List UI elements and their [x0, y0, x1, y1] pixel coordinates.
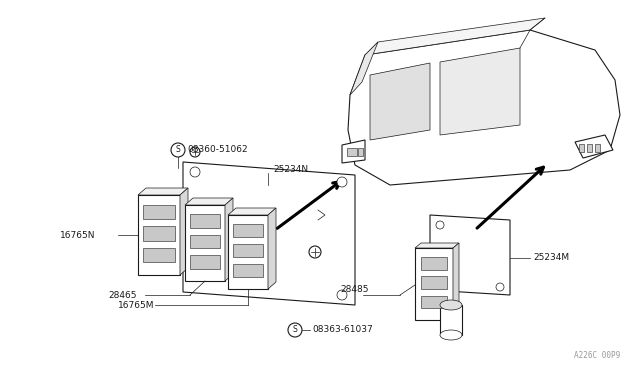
- Circle shape: [288, 323, 302, 337]
- Bar: [190, 214, 220, 228]
- Bar: [358, 148, 363, 156]
- Bar: [420, 295, 447, 308]
- Text: 28465: 28465: [108, 291, 136, 299]
- Bar: [143, 226, 175, 241]
- Polygon shape: [415, 243, 459, 248]
- Polygon shape: [440, 48, 520, 135]
- Circle shape: [190, 147, 200, 157]
- Polygon shape: [225, 198, 233, 281]
- Bar: [185, 205, 225, 281]
- Polygon shape: [575, 135, 613, 158]
- Bar: [233, 264, 263, 277]
- Circle shape: [496, 283, 504, 291]
- Text: 16765N: 16765N: [60, 231, 95, 240]
- Polygon shape: [370, 63, 430, 140]
- Bar: [190, 255, 220, 269]
- Circle shape: [190, 167, 200, 177]
- Bar: [143, 248, 175, 262]
- Circle shape: [309, 246, 321, 258]
- Polygon shape: [185, 198, 233, 205]
- Bar: [420, 257, 447, 270]
- Text: S: S: [292, 326, 298, 334]
- Text: 28485: 28485: [340, 285, 369, 295]
- Bar: [595, 144, 600, 152]
- Bar: [579, 144, 584, 152]
- Bar: [190, 235, 220, 248]
- Text: 08363-61037: 08363-61037: [312, 326, 372, 334]
- Text: 08360-51062: 08360-51062: [187, 145, 248, 154]
- Polygon shape: [228, 208, 276, 215]
- Polygon shape: [348, 30, 620, 185]
- Bar: [587, 144, 592, 152]
- Bar: [143, 205, 175, 219]
- Circle shape: [436, 279, 444, 287]
- Text: 25234N: 25234N: [273, 166, 308, 174]
- Polygon shape: [453, 243, 459, 320]
- Circle shape: [171, 143, 185, 157]
- Ellipse shape: [440, 300, 462, 310]
- Text: A226C 00P9: A226C 00P9: [573, 351, 620, 360]
- Text: 25234M: 25234M: [533, 253, 569, 263]
- Bar: [138, 195, 180, 275]
- Polygon shape: [350, 42, 378, 95]
- Circle shape: [337, 177, 347, 187]
- Bar: [347, 148, 357, 156]
- Bar: [420, 276, 447, 289]
- Polygon shape: [183, 162, 355, 305]
- Polygon shape: [268, 208, 276, 289]
- Polygon shape: [430, 215, 510, 295]
- Bar: [233, 224, 263, 237]
- Bar: [228, 215, 268, 289]
- Bar: [233, 244, 263, 257]
- Bar: [415, 248, 453, 320]
- Circle shape: [255, 235, 265, 245]
- Text: 16765M: 16765M: [118, 301, 154, 310]
- Circle shape: [337, 290, 347, 300]
- Text: S: S: [175, 145, 180, 154]
- Ellipse shape: [440, 330, 462, 340]
- Bar: [440, 305, 462, 335]
- Polygon shape: [138, 188, 188, 195]
- Polygon shape: [342, 140, 365, 163]
- Polygon shape: [180, 188, 188, 275]
- Circle shape: [436, 221, 444, 229]
- Polygon shape: [365, 18, 545, 55]
